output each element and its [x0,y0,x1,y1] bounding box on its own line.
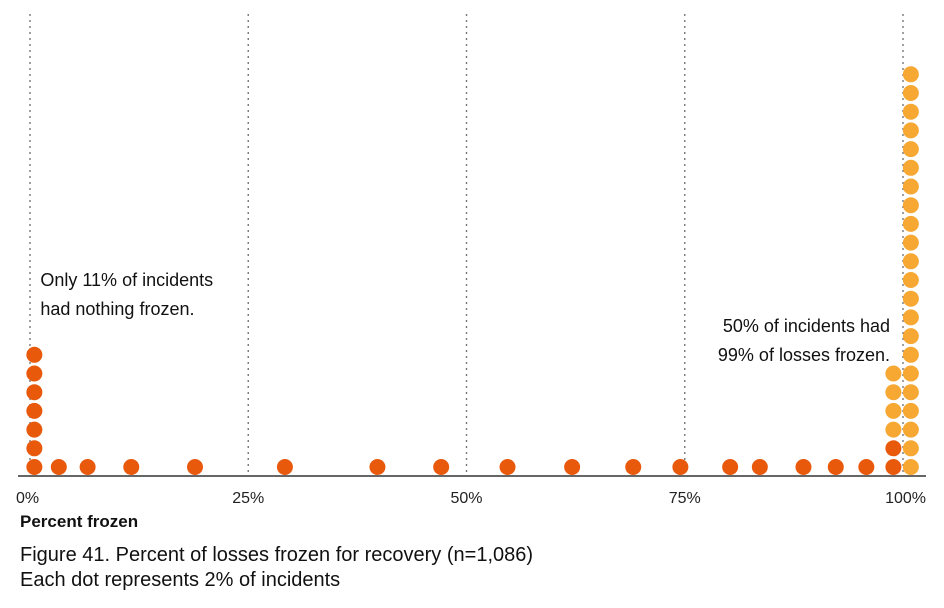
dot-13-0 [751,459,768,475]
dot-19-15 [902,178,919,195]
dot-19-18 [902,122,919,139]
x-tick-label-50: 50% [450,490,482,507]
annotation-0-line-1: had nothing frozen. [40,299,194,319]
dot-8-0 [499,459,516,475]
x-tick-label-0: 0% [16,490,39,507]
dot-18-2 [885,384,902,401]
dot-0-0 [26,459,43,475]
dot-19-9 [902,290,919,307]
figure-note: Each dot represents 2% of incidents [20,569,341,591]
dot-18-0 [885,421,902,438]
dot-18-3 [885,365,902,382]
dot-0-4 [26,384,43,401]
dot-19-14 [902,197,919,214]
dot-9-0 [564,459,581,475]
dot-7-0 [433,459,450,475]
dot-4-0 [186,459,203,475]
dot-0-6 [26,346,43,363]
figure-caption: Figure 41. Percent of losses frozen for … [20,543,533,593]
annotation-1-line-1: 99% of losses frozen. [718,345,890,365]
dot-19-3 [902,402,919,419]
dot-15-0 [827,459,844,475]
dot-19-16 [902,159,919,176]
dot-19-11 [902,253,919,270]
dot-10-0 [625,459,642,475]
dot-19-21 [902,66,919,83]
dot-19-1 [902,440,919,457]
dot-0-1 [26,440,43,457]
dot-19-0 [902,459,919,475]
dot-18-1 [885,402,902,419]
dot-17-0 [885,459,902,475]
dot-plot-chart: 0% 25% 50% 75% 100% Only 11% of incidents had… [16,14,926,507]
figure-title: Figure 41. Percent of losses frozen for … [20,544,534,566]
dot-19-4 [902,384,919,401]
dot-19-6 [902,346,919,363]
dot-19-19 [902,103,919,120]
dot-0-2 [26,421,43,438]
x-tick-label-100: 100% [885,490,926,507]
dot-19-7 [902,328,919,345]
x-axis-label: Percent frozen [20,512,139,531]
x-tick-labels: 0% 25% 50% 75% 100% [16,490,926,507]
dot-19-10 [902,272,919,288]
dot-19-2 [902,421,919,438]
dot-5-0 [276,459,293,475]
dot-19-20 [902,85,919,101]
dot-19-12 [902,234,919,251]
dot-12-0 [722,459,739,475]
dot-16-0 [858,459,875,475]
dot-0-3 [26,402,43,419]
dot-19-8 [902,309,919,326]
dot-19-5 [902,365,919,382]
dot-19-17 [902,141,919,158]
dot-14-0 [795,459,812,475]
gridlines [29,14,904,476]
dot-17-1 [885,440,902,457]
annotation-1-line-0: 50% of incidents had [723,316,890,336]
dot-6-0 [369,459,386,475]
x-tick-label-75: 75% [669,490,701,507]
dot-11-0 [672,459,689,475]
dot-3-0 [123,459,140,475]
dot-2-0 [79,459,96,475]
dots [26,66,919,475]
annotation-0-line-0: Only 11% of incidents [40,270,213,290]
dot-1-0 [50,459,67,475]
annotations: Only 11% of incidents had nothing frozen.… [40,270,890,365]
dot-19-13 [902,215,919,232]
dot-0-5 [26,365,43,382]
x-tick-label-25: 25% [232,490,264,507]
